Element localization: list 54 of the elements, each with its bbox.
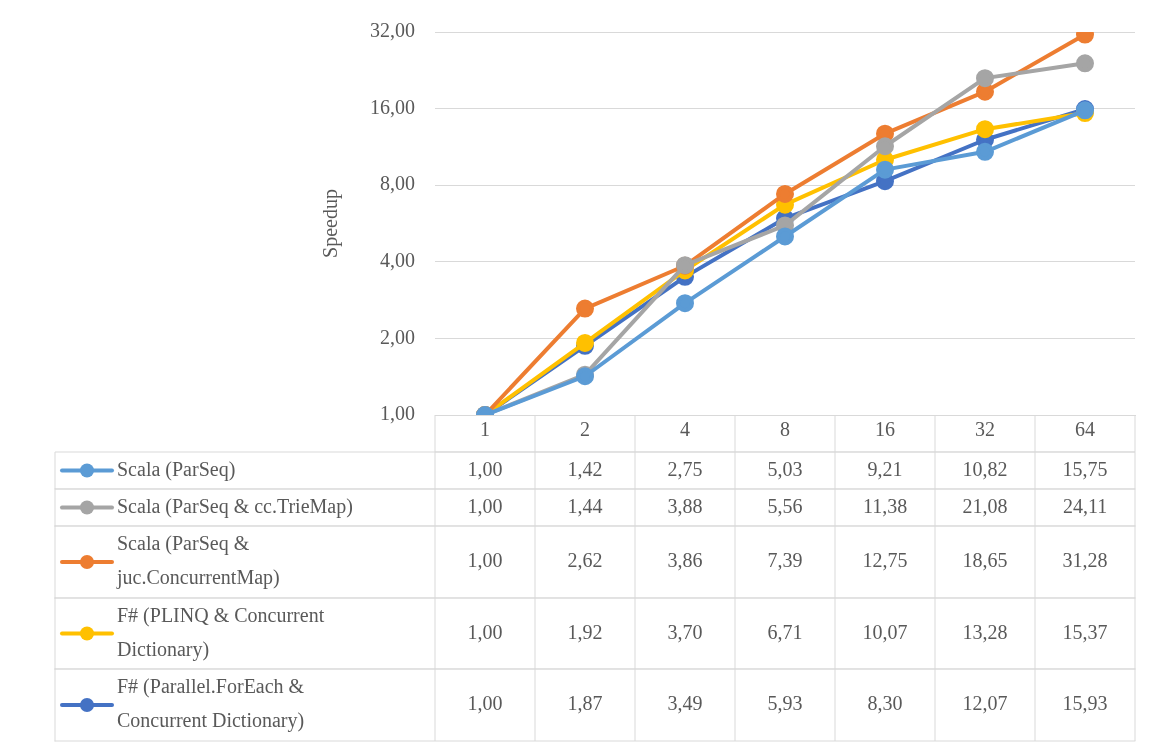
data-label: 2,62 (567, 549, 603, 572)
data-label: 1,42 (567, 457, 603, 480)
data-label: 1,87 (567, 692, 603, 715)
data-label: 5,03 (767, 457, 803, 480)
legend-label: Scala (ParSeq & cc.TrieMap) (117, 494, 353, 518)
y-tick-label: 16,00 (370, 95, 415, 118)
y-tick-label: 1,00 (380, 402, 415, 425)
y-tick-label: 8,00 (380, 172, 415, 195)
x-tick-label: 16 (875, 418, 895, 441)
x-tick-label: 2 (580, 418, 590, 441)
data-label: 3,49 (667, 692, 703, 715)
legend-label: Scala (ParSeq) (117, 457, 236, 481)
x-tick-label: 32 (975, 418, 995, 441)
data-label: 13,28 (962, 620, 1008, 643)
data-label: 12,07 (962, 692, 1008, 715)
data-label: 1,00 (467, 494, 503, 517)
y-axis-title: Speedup (319, 189, 343, 258)
data-label: 10,82 (962, 457, 1008, 480)
data-label: 2,75 (667, 457, 703, 480)
data-label: 3,86 (667, 549, 703, 572)
data-label: 1,44 (567, 494, 603, 517)
data-label: 1,92 (567, 620, 603, 643)
data-label: 11,38 (862, 494, 908, 517)
data-label: 24,11 (1062, 494, 1108, 517)
data-label: 10,07 (862, 620, 908, 643)
data-label: 21,08 (962, 494, 1008, 517)
data-label: 3,88 (667, 494, 703, 517)
legend-label: F# (PLINQ & Concurrent Dictionary) (117, 603, 325, 661)
data-label: 1,00 (467, 620, 503, 643)
data-label: 1,00 (467, 692, 503, 715)
x-tick-label: 8 (780, 418, 790, 441)
data-label: 3,70 (667, 620, 703, 643)
data-label: 15,75 (1062, 457, 1108, 480)
data-label: 5,93 (767, 692, 803, 715)
y-tick-label: 2,00 (380, 325, 415, 348)
data-label: 15,93 (1062, 692, 1108, 715)
legend-label: F# (Parallel.ForEach & Concurrent Dictionary) (117, 675, 305, 733)
x-tick-label: 4 (680, 418, 690, 441)
data-label: 31,28 (1062, 549, 1108, 572)
x-tick-label: 64 (1075, 418, 1095, 441)
data-label: 7,39 (767, 549, 803, 572)
data-label: 12,75 (862, 549, 908, 572)
legend-label: Scala (ParSeq & juc.ConcurrentMap) (116, 532, 280, 590)
data-label: 9,21 (867, 457, 903, 480)
data-label: 6,71 (767, 620, 803, 643)
data-label: 5,56 (767, 494, 803, 517)
y-tick-label: 4,00 (380, 249, 415, 272)
data-label: 1,00 (467, 549, 503, 572)
data-label: 18,65 (962, 549, 1008, 572)
data-label: 1,00 (467, 457, 503, 480)
data-label: 8,30 (867, 692, 903, 715)
x-tick-label: 1 (480, 418, 490, 441)
data-label: 15,37 (1062, 620, 1108, 643)
y-tick-label: 32,00 (370, 19, 415, 42)
